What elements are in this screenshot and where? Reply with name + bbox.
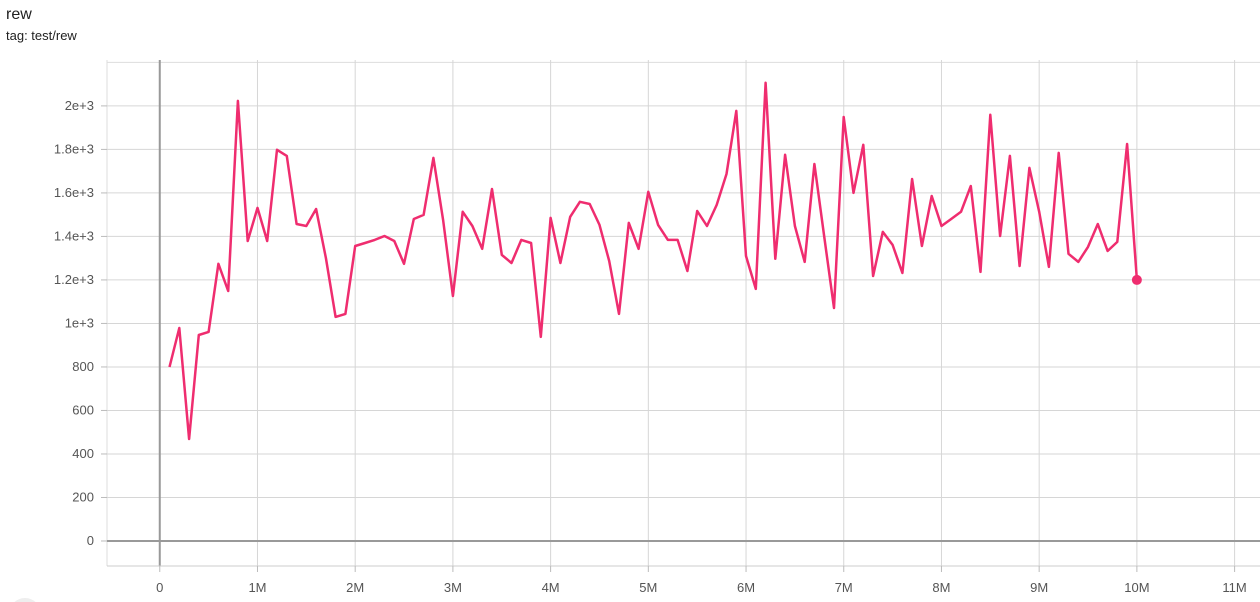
x-tick-label: 6M: [737, 580, 755, 595]
x-tick-label: 2M: [346, 580, 364, 595]
x-tick-label: 1M: [248, 580, 266, 595]
y-tick-label: 600: [72, 402, 94, 417]
x-tick-label: 7M: [835, 580, 853, 595]
x-tick-label: 4M: [542, 580, 560, 595]
y-tick-label: 2e+3: [65, 98, 94, 113]
y-tick-label: 200: [72, 489, 94, 504]
y-tick-label: 1.2e+3: [54, 272, 94, 287]
y-tick-label: 1.6e+3: [54, 185, 94, 200]
y-tick-label: 400: [72, 446, 94, 461]
x-tick-label: 8M: [932, 580, 950, 595]
series-line: [168, 81, 1139, 441]
chart-tag: tag: test/rew: [6, 28, 77, 43]
expand-button[interactable]: [9, 598, 41, 602]
y-tick-label: 800: [72, 359, 94, 374]
y-tick-label: 1.4e+3: [54, 228, 94, 243]
y-tick-label: 0: [87, 533, 94, 548]
x-tick-label: 0: [156, 580, 163, 595]
y-tick-label: 1e+3: [65, 315, 94, 330]
x-tick-label: 5M: [639, 580, 657, 595]
y-tick-label: 1.8e+3: [54, 141, 94, 156]
chart-title: rew: [6, 6, 32, 23]
x-tick-label: 10M: [1124, 580, 1149, 595]
x-tick-label: 9M: [1030, 580, 1048, 595]
x-tick-label: 3M: [444, 580, 462, 595]
last-data-point-marker: [1131, 274, 1142, 285]
x-tick-label: 11M: [1222, 580, 1246, 595]
